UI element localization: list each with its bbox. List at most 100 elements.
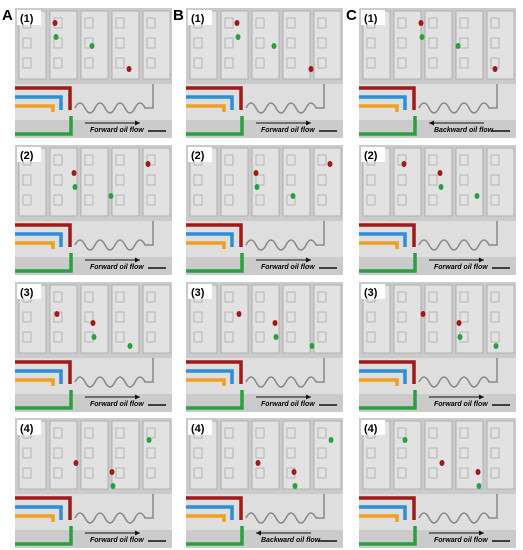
panel: Forward oil flow (2) bbox=[186, 145, 343, 275]
chamber bbox=[455, 420, 484, 490]
trap bbox=[490, 427, 500, 439]
channel-red bbox=[186, 86, 243, 110]
trap bbox=[490, 17, 500, 29]
trap bbox=[146, 331, 156, 343]
chamber bbox=[313, 284, 342, 354]
trap bbox=[224, 57, 234, 69]
arrow-head bbox=[135, 257, 140, 263]
flow-label: Forward oil flow bbox=[90, 264, 144, 271]
trap bbox=[490, 291, 500, 303]
channel-blue bbox=[186, 95, 234, 110]
flow-label: Forward oil flow bbox=[434, 264, 488, 271]
droplet bbox=[418, 20, 424, 26]
trap bbox=[428, 427, 438, 439]
trap bbox=[146, 447, 156, 459]
panel: Forward oil flow (1) bbox=[15, 8, 172, 138]
trap bbox=[286, 447, 296, 459]
trap bbox=[459, 194, 469, 206]
panel: Forward oil flow (4) bbox=[15, 418, 172, 548]
trap bbox=[317, 311, 327, 323]
chamber bbox=[111, 284, 140, 354]
droplet bbox=[54, 311, 60, 317]
step-box bbox=[17, 10, 41, 25]
chamber bbox=[111, 420, 140, 490]
channel-green bbox=[15, 390, 73, 410]
trap bbox=[397, 17, 407, 29]
droplet bbox=[108, 193, 114, 199]
trap bbox=[224, 17, 234, 29]
trap bbox=[366, 467, 376, 479]
step-box bbox=[188, 420, 212, 435]
channel-green bbox=[15, 253, 73, 273]
trap bbox=[397, 194, 407, 206]
step-label: (4) bbox=[364, 423, 378, 435]
arrow-head bbox=[479, 257, 484, 263]
channel-blue bbox=[359, 369, 407, 384]
panel: Backward oil flow (1) bbox=[359, 8, 516, 138]
chamber bbox=[455, 147, 484, 217]
droplet bbox=[126, 66, 132, 72]
trap bbox=[146, 174, 156, 186]
trap bbox=[459, 467, 469, 479]
serpentine bbox=[74, 358, 154, 388]
trap bbox=[84, 427, 94, 439]
chamber bbox=[486, 147, 515, 217]
droplet bbox=[401, 161, 407, 167]
droplet bbox=[438, 184, 444, 190]
trap bbox=[428, 331, 438, 343]
channel-blue bbox=[15, 95, 63, 110]
droplet bbox=[234, 20, 240, 26]
chamber bbox=[49, 420, 78, 490]
step-label: (4) bbox=[191, 423, 205, 435]
main-channel bbox=[15, 494, 172, 530]
trap bbox=[366, 37, 376, 49]
trap bbox=[146, 37, 156, 49]
channel-green bbox=[359, 526, 417, 546]
chamber bbox=[80, 420, 109, 490]
flow-label: Backward oil flow bbox=[261, 537, 321, 544]
trap bbox=[397, 467, 407, 479]
trap bbox=[490, 311, 500, 323]
chamber bbox=[282, 284, 311, 354]
arrow-head bbox=[429, 120, 434, 126]
channel-orange bbox=[15, 378, 55, 386]
trap bbox=[459, 311, 469, 323]
serpentine bbox=[74, 494, 154, 524]
droplet bbox=[492, 66, 498, 72]
trap bbox=[366, 331, 376, 343]
droplet bbox=[52, 20, 58, 26]
channel-red bbox=[15, 496, 72, 520]
panel: Forward oil flow (2) bbox=[359, 145, 516, 275]
chamber bbox=[393, 420, 422, 490]
trap bbox=[428, 194, 438, 206]
trap bbox=[115, 427, 125, 439]
trap bbox=[146, 291, 156, 303]
trap bbox=[397, 427, 407, 439]
chamber bbox=[80, 10, 109, 80]
trap bbox=[53, 174, 63, 186]
trap bbox=[22, 447, 32, 459]
channel-red bbox=[359, 223, 416, 247]
flow-label: Forward oil flow bbox=[90, 127, 144, 134]
droplet bbox=[476, 483, 482, 489]
droplet bbox=[127, 343, 133, 349]
droplet bbox=[439, 460, 445, 466]
droplet bbox=[290, 193, 296, 199]
channel-red bbox=[186, 360, 243, 384]
channel-blue bbox=[186, 232, 234, 247]
main-channel bbox=[359, 221, 516, 257]
channel-orange bbox=[359, 514, 399, 522]
trap bbox=[255, 427, 265, 439]
trap bbox=[22, 311, 32, 323]
flow-label: Forward oil flow bbox=[90, 537, 144, 544]
trap bbox=[366, 447, 376, 459]
channel-orange bbox=[359, 241, 399, 249]
channel-blue bbox=[15, 369, 63, 384]
trap bbox=[115, 57, 125, 69]
channel-blue bbox=[186, 369, 234, 384]
trap bbox=[428, 291, 438, 303]
step-box bbox=[188, 10, 212, 25]
serpentine bbox=[74, 221, 154, 251]
main-channel bbox=[186, 358, 343, 394]
